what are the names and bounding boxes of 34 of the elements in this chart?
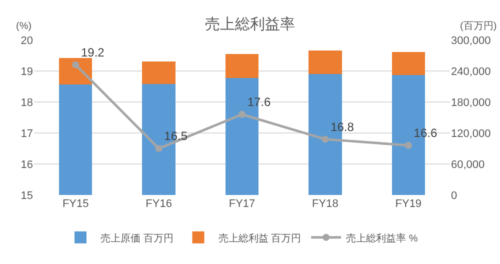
x-tick-label: FY15 <box>62 198 89 210</box>
point <box>72 61 80 68</box>
y2-tick-label: 60,000 <box>451 158 485 171</box>
point <box>322 136 329 143</box>
bar <box>392 52 426 76</box>
y2-tick-label: 120,000 <box>451 128 491 140</box>
bar <box>142 62 176 84</box>
x-tick-label: FY16 <box>146 198 172 210</box>
y2-tick-label: 180,000 <box>451 96 491 109</box>
x-tick-label: FY17 <box>228 198 256 210</box>
y-axis-title: (%) <box>16 21 32 32</box>
y2-tick-label: 240,000 <box>451 66 491 78</box>
legend-label: 売上原価 百万円 <box>100 232 174 244</box>
y-tick-label: 20 <box>20 34 33 47</box>
y2-tick-label: 300,000 <box>451 34 491 47</box>
legend-label: 売上総利益率 % <box>346 232 418 244</box>
bar <box>308 50 342 74</box>
y-tick-label: 18 <box>20 96 33 109</box>
y2-axis-title: (百万円) <box>460 21 497 32</box>
legend-label: 売上総利益 百万円 <box>218 232 302 244</box>
y-tick-label: 19 <box>20 66 33 78</box>
y-tick-label: 15 <box>20 190 33 202</box>
point <box>238 110 246 118</box>
bar <box>225 54 259 78</box>
bar <box>58 84 92 195</box>
y-tick-label: 16 <box>20 158 33 171</box>
point <box>155 145 162 152</box>
x-tick-label: FY19 <box>395 198 422 210</box>
point <box>404 142 412 149</box>
x-tick-label: FY18 <box>312 198 338 210</box>
y-tick-label: 17 <box>20 128 33 140</box>
data-label: 19.2 <box>80 45 105 60</box>
chart-title: 売上総利益率 <box>205 16 295 33</box>
y2-tick-label: 0 <box>451 190 458 202</box>
